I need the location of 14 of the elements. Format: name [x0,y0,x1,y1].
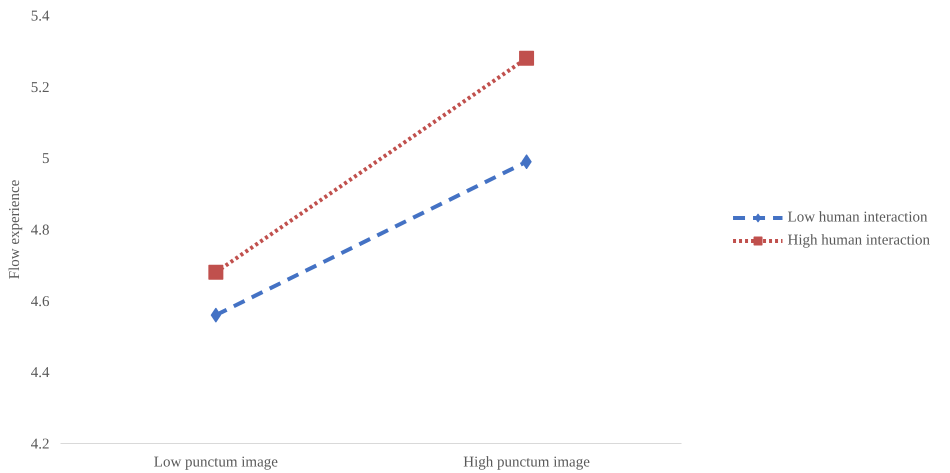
y-tick-label: 4.8 [30,222,50,238]
y-tick-label: 4.4 [30,365,50,382]
point [519,50,534,66]
legend-label: Low human interaction [788,209,928,226]
point [208,264,224,280]
y-tick-label: 5.2 [30,80,50,96]
y-tick-label: 4.6 [30,294,50,310]
x-tick-label: Low punctum image [154,454,278,470]
y-axis-title: Flow experience [6,179,23,280]
y-tick-label: 4.2 [30,436,50,452]
legend-label: High human interaction [788,232,930,249]
y-tick-label: 5.4 [30,8,50,24]
y-tick-label: 5 [42,151,50,168]
x-tick-label: High punctum image [463,454,590,470]
